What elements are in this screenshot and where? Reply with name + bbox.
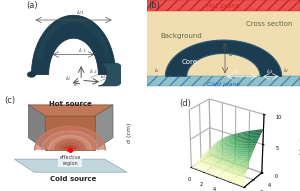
Text: Background: Background <box>161 33 202 39</box>
Polygon shape <box>165 40 282 76</box>
Text: $l_{c1}$: $l_{c1}$ <box>233 68 240 76</box>
Text: $l_{d2}$: $l_{d2}$ <box>100 72 109 81</box>
Polygon shape <box>28 105 113 116</box>
Text: $d$: $d$ <box>228 50 234 58</box>
Polygon shape <box>28 105 45 150</box>
Polygon shape <box>98 63 124 86</box>
Text: Hot source: Hot source <box>49 101 92 107</box>
Text: $l_{d1}$: $l_{d1}$ <box>76 8 85 17</box>
Text: (c): (c) <box>4 96 16 105</box>
Text: Cross section: Cross section <box>246 21 293 27</box>
Polygon shape <box>36 17 111 59</box>
Bar <box>147 8 300 86</box>
Ellipse shape <box>27 72 36 77</box>
Text: d (cm): d (cm) <box>127 123 132 143</box>
Polygon shape <box>35 126 105 150</box>
Polygon shape <box>32 15 116 74</box>
Text: $l_c$: $l_c$ <box>74 80 80 89</box>
Text: Core: Core <box>182 59 198 65</box>
Text: (a): (a) <box>27 1 38 10</box>
Text: (d): (d) <box>179 99 191 108</box>
Polygon shape <box>95 105 113 150</box>
Text: Cold source: Cold source <box>50 176 97 182</box>
Text: $l_{c1}$: $l_{c1}$ <box>78 46 86 55</box>
Text: $l_o$: $l_o$ <box>154 66 159 74</box>
Text: (b): (b) <box>148 1 160 10</box>
Text: $l_{c2}$: $l_{c2}$ <box>266 68 274 76</box>
Bar <box>147 76 300 86</box>
Bar <box>147 0 300 11</box>
Text: effective
region: effective region <box>59 155 81 166</box>
Text: $l_d$: $l_d$ <box>283 67 289 75</box>
Polygon shape <box>45 116 95 150</box>
Bar <box>147 76 300 86</box>
Polygon shape <box>42 131 98 150</box>
Polygon shape <box>14 159 127 172</box>
Text: Cold plane: Cold plane <box>207 82 240 87</box>
Text: $l_d$: $l_d$ <box>65 74 71 83</box>
Bar <box>147 0 300 11</box>
Text: Hot plane: Hot plane <box>206 3 241 9</box>
Polygon shape <box>49 136 91 150</box>
Polygon shape <box>55 139 86 150</box>
Text: $l_{c2}$: $l_{c2}$ <box>89 68 97 76</box>
